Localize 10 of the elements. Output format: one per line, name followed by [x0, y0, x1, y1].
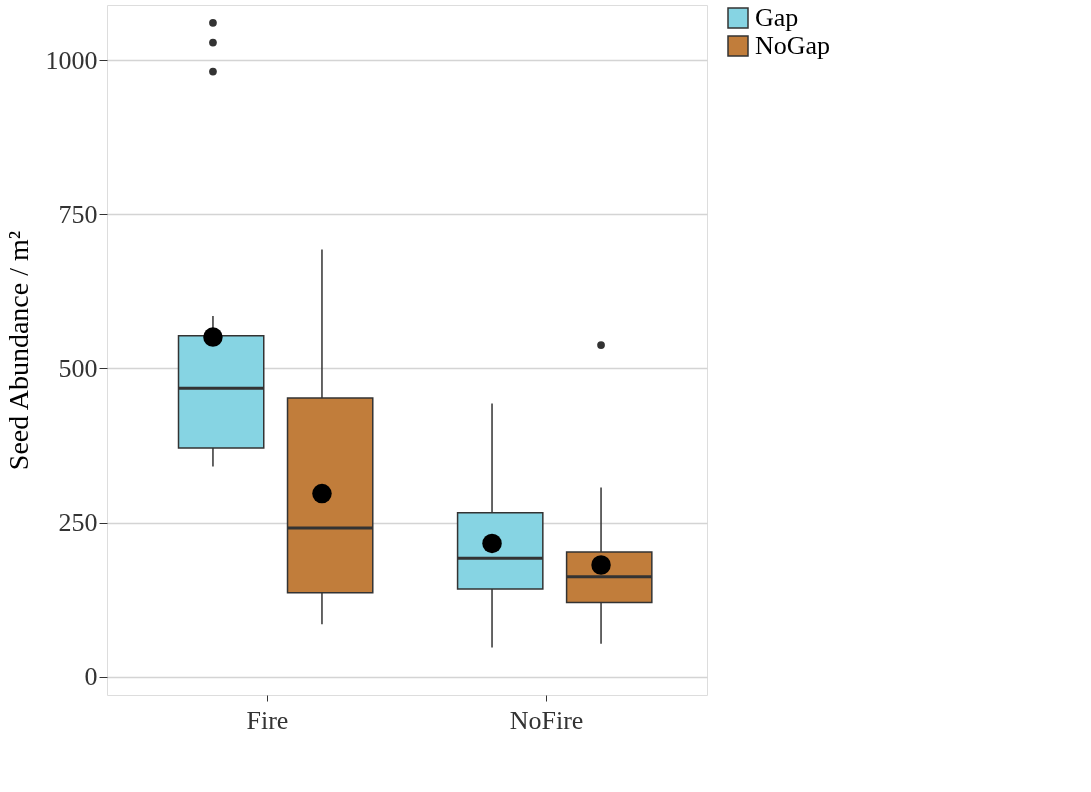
y-tick-label: 750: [58, 199, 98, 229]
x-tick-label: Fire: [246, 705, 289, 735]
y-tick-label: 0: [84, 662, 98, 692]
y-tick-label: 500: [58, 353, 98, 383]
legend-label: Gap: [755, 3, 799, 32]
y-tick-label: 1000: [45, 45, 98, 75]
x-tick-label: NoFire: [509, 705, 584, 735]
y-tick-label: 250: [58, 508, 98, 537]
legend-label: NoGap: [755, 31, 831, 60]
y-axis-title: Seed Abundance / m²: [2, 230, 34, 471]
